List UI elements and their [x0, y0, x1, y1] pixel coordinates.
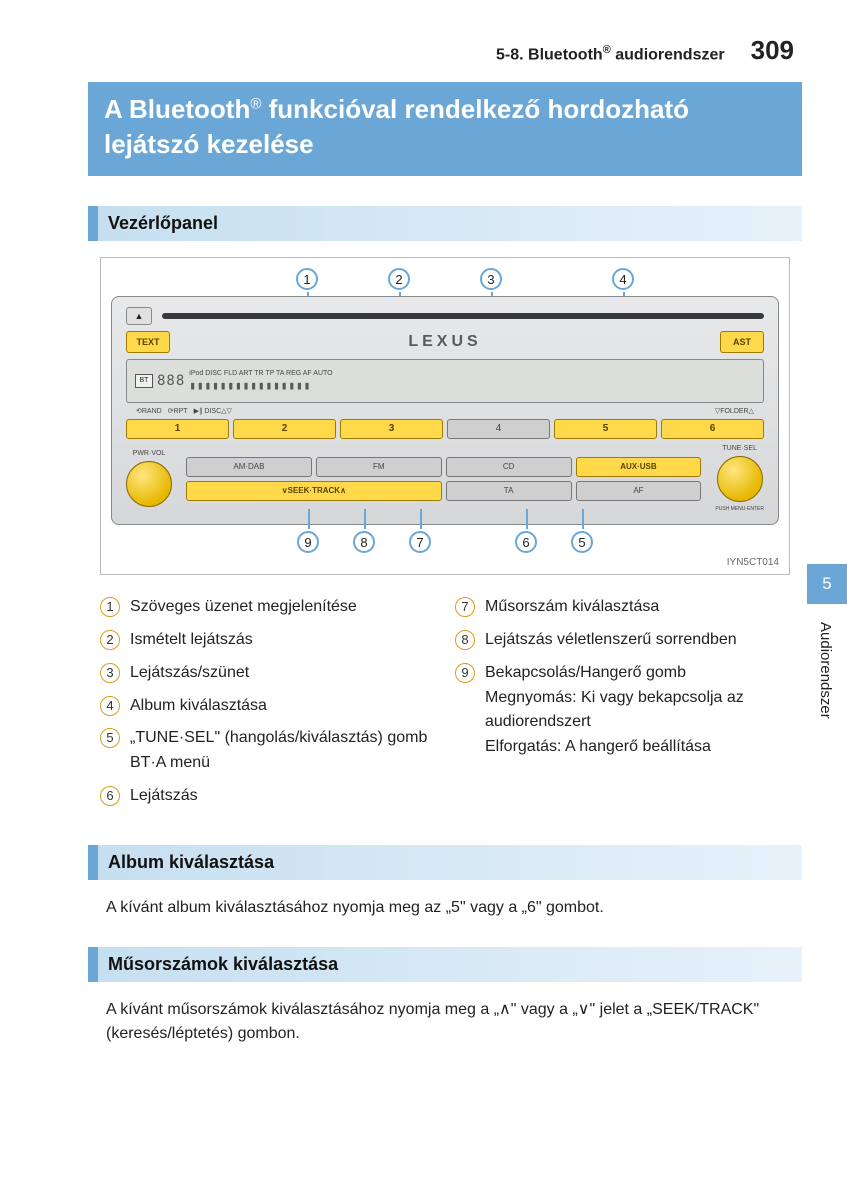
legend-item-4: 4 Album kiválasztása	[100, 694, 435, 719]
legend-item-5: 5 „TUNE·SEL" (hangolás/kiválasztás) gombB…	[100, 726, 435, 776]
radio-illustration: 1 2 3 4 ▲ TEXT LEXUS AST BT 888 iPod DIS…	[100, 257, 790, 575]
page-number: 309	[751, 35, 794, 66]
radio-btn-ta: TA	[446, 481, 572, 501]
legend-num: 5	[100, 728, 120, 748]
legend-text: Album kiválasztása	[130, 694, 435, 719]
display-top-row: iPod DISC FLD ART TR TP TA REG AF AUTO	[189, 370, 755, 377]
legend-item-8: 8 Lejátszás véletlenszerű sorrendben	[455, 628, 790, 653]
button-grid: AM·DABFMCDAUX·USB ∨SEEK·TRACK∧TAAF	[186, 457, 701, 501]
rpt-indicator: ⟳RPT	[168, 407, 188, 415]
side-tab-label: Audiorendszer	[807, 604, 844, 737]
preset-row: 123456	[126, 419, 764, 439]
tracks-paragraph: A kívánt műsorszámok kiválasztásához nyo…	[106, 998, 790, 1048]
pwr-vol-knob	[126, 461, 172, 507]
legend-num: 4	[100, 696, 120, 716]
legend-text: „TUNE·SEL" (hangolás/kiválasztás) gombBT…	[130, 726, 435, 776]
preset-2: 2	[233, 419, 336, 439]
pwr-vol-label: PWR·VOL	[133, 450, 166, 457]
eject-button: ▲	[126, 307, 152, 325]
side-tab: 5 Audiorendszer	[807, 564, 847, 737]
legend-left: 1 Szöveges üzenet megjelenítése 2 Ismételt …	[100, 595, 435, 817]
section-panel-heading: Vezérlőpanel	[88, 206, 802, 241]
page-header: 5-8. Bluetooth® audiorendszer 309	[88, 35, 802, 66]
callouts-bottom-row: 9 8 7 6 5	[111, 531, 779, 553]
legend-text: Műsorszám kiválasztása	[485, 595, 790, 620]
legend-text: Lejátszás	[130, 784, 435, 809]
legend-item-1: 1 Szöveges üzenet megjelenítése	[100, 595, 435, 620]
legend-num: 7	[455, 597, 475, 617]
text-button: TEXT	[126, 331, 170, 353]
legend-text: Bekapcsolás/Hangerő gombMegnyomás: Ki va…	[485, 661, 790, 760]
callout-6: 6	[515, 531, 537, 553]
legend: 1 Szöveges üzenet megjelenítése 2 Ismételt …	[100, 595, 790, 817]
radio-btn-aux-usb: AUX·USB	[576, 457, 702, 477]
tune-sel-label: TUNE·SEL	[722, 445, 757, 452]
radio-body: ▲ TEXT LEXUS AST BT 888 iPod DISC FLD AR…	[111, 296, 779, 525]
display-segments: 888	[157, 373, 185, 389]
legend-item-3: 3 Lejátszás/szünet	[100, 661, 435, 686]
callout-2: 2	[388, 268, 410, 290]
image-code: IYN5CT014	[111, 557, 779, 568]
page-title: A Bluetooth® funkcióval rendelkező hordo…	[88, 82, 802, 176]
radio-btn-am-dab: AM·DAB	[186, 457, 312, 477]
callout-9: 9	[297, 531, 319, 553]
callouts-top-row: 1 2 3 4	[111, 268, 779, 290]
legend-num: 2	[100, 630, 120, 650]
legend-item-9: 9 Bekapcsolás/Hangerő gombMegnyomás: Ki v…	[455, 661, 790, 760]
cd-slot	[162, 313, 764, 319]
ast-button: AST	[720, 331, 764, 353]
legend-num: 8	[455, 630, 475, 650]
brand-logo: LEXUS	[180, 333, 710, 351]
preset-5: 5	[554, 419, 657, 439]
callout-3: 3	[480, 268, 502, 290]
callout-7: 7	[409, 531, 431, 553]
push-menu-label: PUSH MENU·ENTER	[715, 506, 764, 512]
disc-indicator: ▶∥ DISC△▽	[194, 407, 232, 415]
legend-num: 3	[100, 663, 120, 683]
legend-right: 7 Műsorszám kiválasztása 8 Lejátszás véletl…	[455, 595, 790, 817]
legend-item-2: 2 Ismételt lejátszás	[100, 628, 435, 653]
side-tab-number: 5	[807, 564, 847, 604]
legend-text: Szöveges üzenet megjelenítése	[130, 595, 435, 620]
folder-indicator: ▽FOLDER△	[715, 407, 754, 415]
display-sub-row: ⟲RAND ⟳RPT ▶∥ DISC△▽ ▽FOLDER△	[126, 407, 764, 419]
tune-sel-knob	[717, 456, 763, 502]
radio-btn-cd: CD	[446, 457, 572, 477]
legend-num: 9	[455, 663, 475, 683]
radio-btn-af: AF	[576, 481, 702, 501]
legend-item-6: 6 Lejátszás	[100, 784, 435, 809]
radio-btn--seek-track-: ∨SEEK·TRACK∧	[186, 481, 442, 501]
preset-1: 1	[126, 419, 229, 439]
legend-num: 6	[100, 786, 120, 806]
legend-text: Lejátszás/szünet	[130, 661, 435, 686]
radio-display: BT 888 iPod DISC FLD ART TR TP TA REG AF…	[126, 359, 764, 403]
section-tracks-heading: Műsorszámok kiválasztása	[88, 947, 802, 982]
album-paragraph: A kívánt album kiválasztásához nyomja me…	[106, 896, 790, 921]
legend-text: Ismételt lejátszás	[130, 628, 435, 653]
legend-item-7: 7 Műsorszám kiválasztása	[455, 595, 790, 620]
preset-3: 3	[340, 419, 443, 439]
callout-4: 4	[612, 268, 634, 290]
legend-num: 1	[100, 597, 120, 617]
rand-indicator: ⟲RAND	[136, 407, 162, 415]
callout-5: 5	[571, 531, 593, 553]
radio-btn-fm: FM	[316, 457, 442, 477]
preset-6: 6	[661, 419, 764, 439]
legend-text: Lejátszás véletlenszerű sorrendben	[485, 628, 790, 653]
callout-1: 1	[296, 268, 318, 290]
section-label: 5-8. Bluetooth® audiorendszer	[496, 44, 725, 64]
callout-8: 8	[353, 531, 375, 553]
display-bars: ▮▮▮▮▮▮▮▮▮▮▮▮▮▮▮▮	[189, 379, 755, 392]
section-album-heading: Album kiválasztása	[88, 845, 802, 880]
bt-icon: BT	[135, 374, 153, 388]
preset-4: 4	[447, 419, 550, 439]
